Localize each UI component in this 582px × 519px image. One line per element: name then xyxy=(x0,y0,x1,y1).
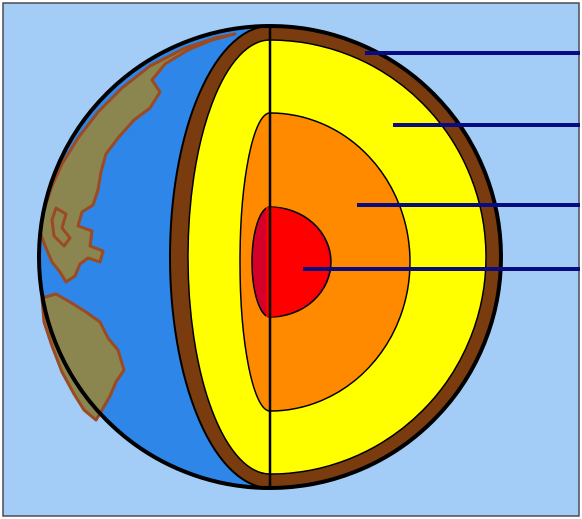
pointer-lines xyxy=(303,51,580,271)
land-mass-inlet xyxy=(50,206,72,248)
globe-outline xyxy=(37,24,503,490)
inner-core-highlight xyxy=(266,207,329,317)
land-mass-south xyxy=(40,292,126,422)
land-mass-north xyxy=(38,32,237,284)
land-masses xyxy=(38,32,237,422)
